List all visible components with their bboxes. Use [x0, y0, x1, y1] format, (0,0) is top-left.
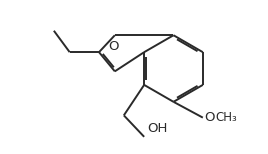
Text: O: O: [204, 111, 214, 124]
Text: CH₃: CH₃: [215, 111, 237, 124]
Text: O: O: [109, 40, 119, 53]
Text: OH: OH: [148, 122, 168, 135]
